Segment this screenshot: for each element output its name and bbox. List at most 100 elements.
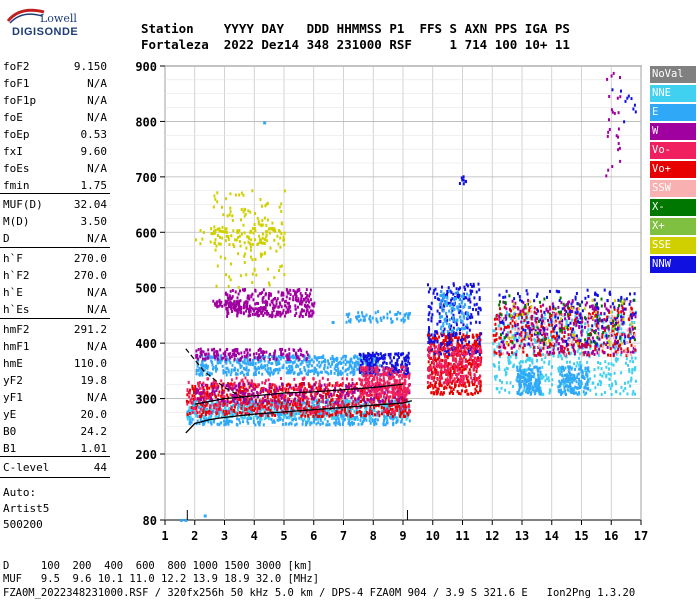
echo-point bbox=[272, 393, 275, 397]
echo-point bbox=[450, 311, 453, 315]
echo-point bbox=[308, 294, 311, 298]
echo-point bbox=[203, 391, 206, 395]
echo-point bbox=[465, 377, 468, 381]
echo-point bbox=[254, 407, 257, 411]
param-row: fmin 1.75 bbox=[3, 178, 107, 193]
echo-point bbox=[202, 381, 205, 385]
echo-point bbox=[284, 299, 287, 303]
echo-point bbox=[195, 406, 198, 409]
echo-point bbox=[348, 390, 351, 394]
echo-point bbox=[462, 323, 465, 327]
echo-point bbox=[271, 399, 274, 403]
echo-point bbox=[199, 351, 202, 355]
echo-point bbox=[235, 397, 237, 401]
echo-point bbox=[202, 416, 205, 420]
echo-point bbox=[377, 310, 380, 314]
echo-point bbox=[235, 238, 238, 242]
echo-point bbox=[372, 363, 375, 367]
echo-point bbox=[233, 353, 236, 357]
echo-point bbox=[472, 351, 475, 355]
echo-point bbox=[237, 390, 240, 394]
echo-point bbox=[333, 359, 335, 363]
echo-point bbox=[377, 411, 379, 415]
echo-point bbox=[367, 354, 370, 357]
echo-point bbox=[201, 237, 204, 241]
echo-point bbox=[308, 401, 311, 404]
x-tick-label: 17 bbox=[634, 529, 648, 543]
echo-point bbox=[375, 317, 378, 321]
echo-point bbox=[400, 387, 403, 391]
echo-point bbox=[297, 388, 299, 392]
echo-point bbox=[263, 399, 266, 403]
param-name: hmF1 bbox=[3, 340, 30, 353]
echo-point bbox=[475, 370, 478, 373]
echo-point bbox=[278, 400, 281, 404]
echo-point bbox=[389, 407, 392, 411]
echo-point bbox=[198, 391, 201, 395]
echo-point bbox=[374, 370, 377, 374]
echo-point bbox=[380, 356, 383, 360]
echo-point bbox=[210, 372, 213, 376]
echo-point bbox=[257, 310, 260, 314]
echo-point bbox=[262, 388, 265, 392]
echo-point bbox=[191, 386, 194, 390]
echo-point bbox=[469, 289, 472, 293]
echo-point bbox=[237, 285, 240, 289]
echo-point bbox=[430, 301, 433, 305]
echo-point bbox=[468, 381, 471, 385]
echo-point bbox=[348, 312, 351, 316]
echo-point bbox=[326, 408, 329, 412]
echo-point bbox=[449, 348, 452, 352]
echo-point bbox=[427, 313, 430, 317]
echo-point bbox=[268, 357, 271, 361]
echo-point bbox=[307, 414, 310, 417]
echo-point bbox=[222, 415, 224, 419]
echo-point bbox=[404, 405, 407, 409]
echo-point bbox=[189, 416, 192, 420]
echo-point bbox=[209, 421, 212, 425]
echo-point bbox=[252, 298, 255, 302]
echo-point bbox=[193, 394, 196, 398]
echo-point bbox=[312, 304, 315, 308]
echo-point bbox=[250, 295, 253, 299]
echo-point bbox=[340, 402, 343, 406]
param-value: N/A bbox=[87, 286, 107, 299]
echo-point bbox=[340, 414, 343, 418]
echo-point bbox=[447, 286, 450, 290]
echo-point bbox=[370, 360, 373, 364]
echo-point bbox=[318, 365, 321, 369]
echo-point bbox=[372, 357, 375, 361]
echo-point bbox=[206, 377, 209, 381]
echo-point bbox=[225, 370, 228, 374]
echo-point bbox=[246, 402, 249, 406]
echo-point bbox=[407, 407, 410, 410]
echo-point bbox=[367, 389, 370, 393]
echo-point bbox=[431, 383, 434, 387]
echo-point bbox=[464, 337, 466, 341]
y-tick-label: 600 bbox=[135, 226, 157, 240]
echo-point bbox=[254, 423, 257, 427]
echo-point bbox=[200, 370, 203, 374]
echo-point bbox=[222, 410, 225, 413]
echo-point bbox=[234, 290, 237, 294]
echo-point bbox=[258, 313, 261, 317]
echo-point bbox=[430, 391, 433, 395]
echo-point bbox=[232, 393, 235, 397]
echo-point bbox=[455, 373, 458, 377]
echo-point bbox=[434, 287, 437, 291]
echo-point bbox=[272, 309, 275, 313]
echo-point bbox=[309, 412, 312, 416]
echo-point bbox=[217, 411, 220, 415]
echo-point bbox=[237, 292, 240, 296]
echo-point bbox=[357, 422, 360, 426]
echo-point bbox=[470, 313, 473, 317]
echo-point bbox=[329, 413, 332, 417]
echo-point bbox=[476, 338, 479, 342]
echo-point bbox=[229, 210, 232, 214]
echo-point bbox=[273, 352, 276, 356]
echo-point bbox=[372, 370, 375, 374]
echo-point bbox=[235, 393, 238, 397]
echo-point bbox=[445, 378, 448, 382]
echo-point bbox=[297, 356, 300, 360]
echo-point bbox=[199, 414, 202, 418]
